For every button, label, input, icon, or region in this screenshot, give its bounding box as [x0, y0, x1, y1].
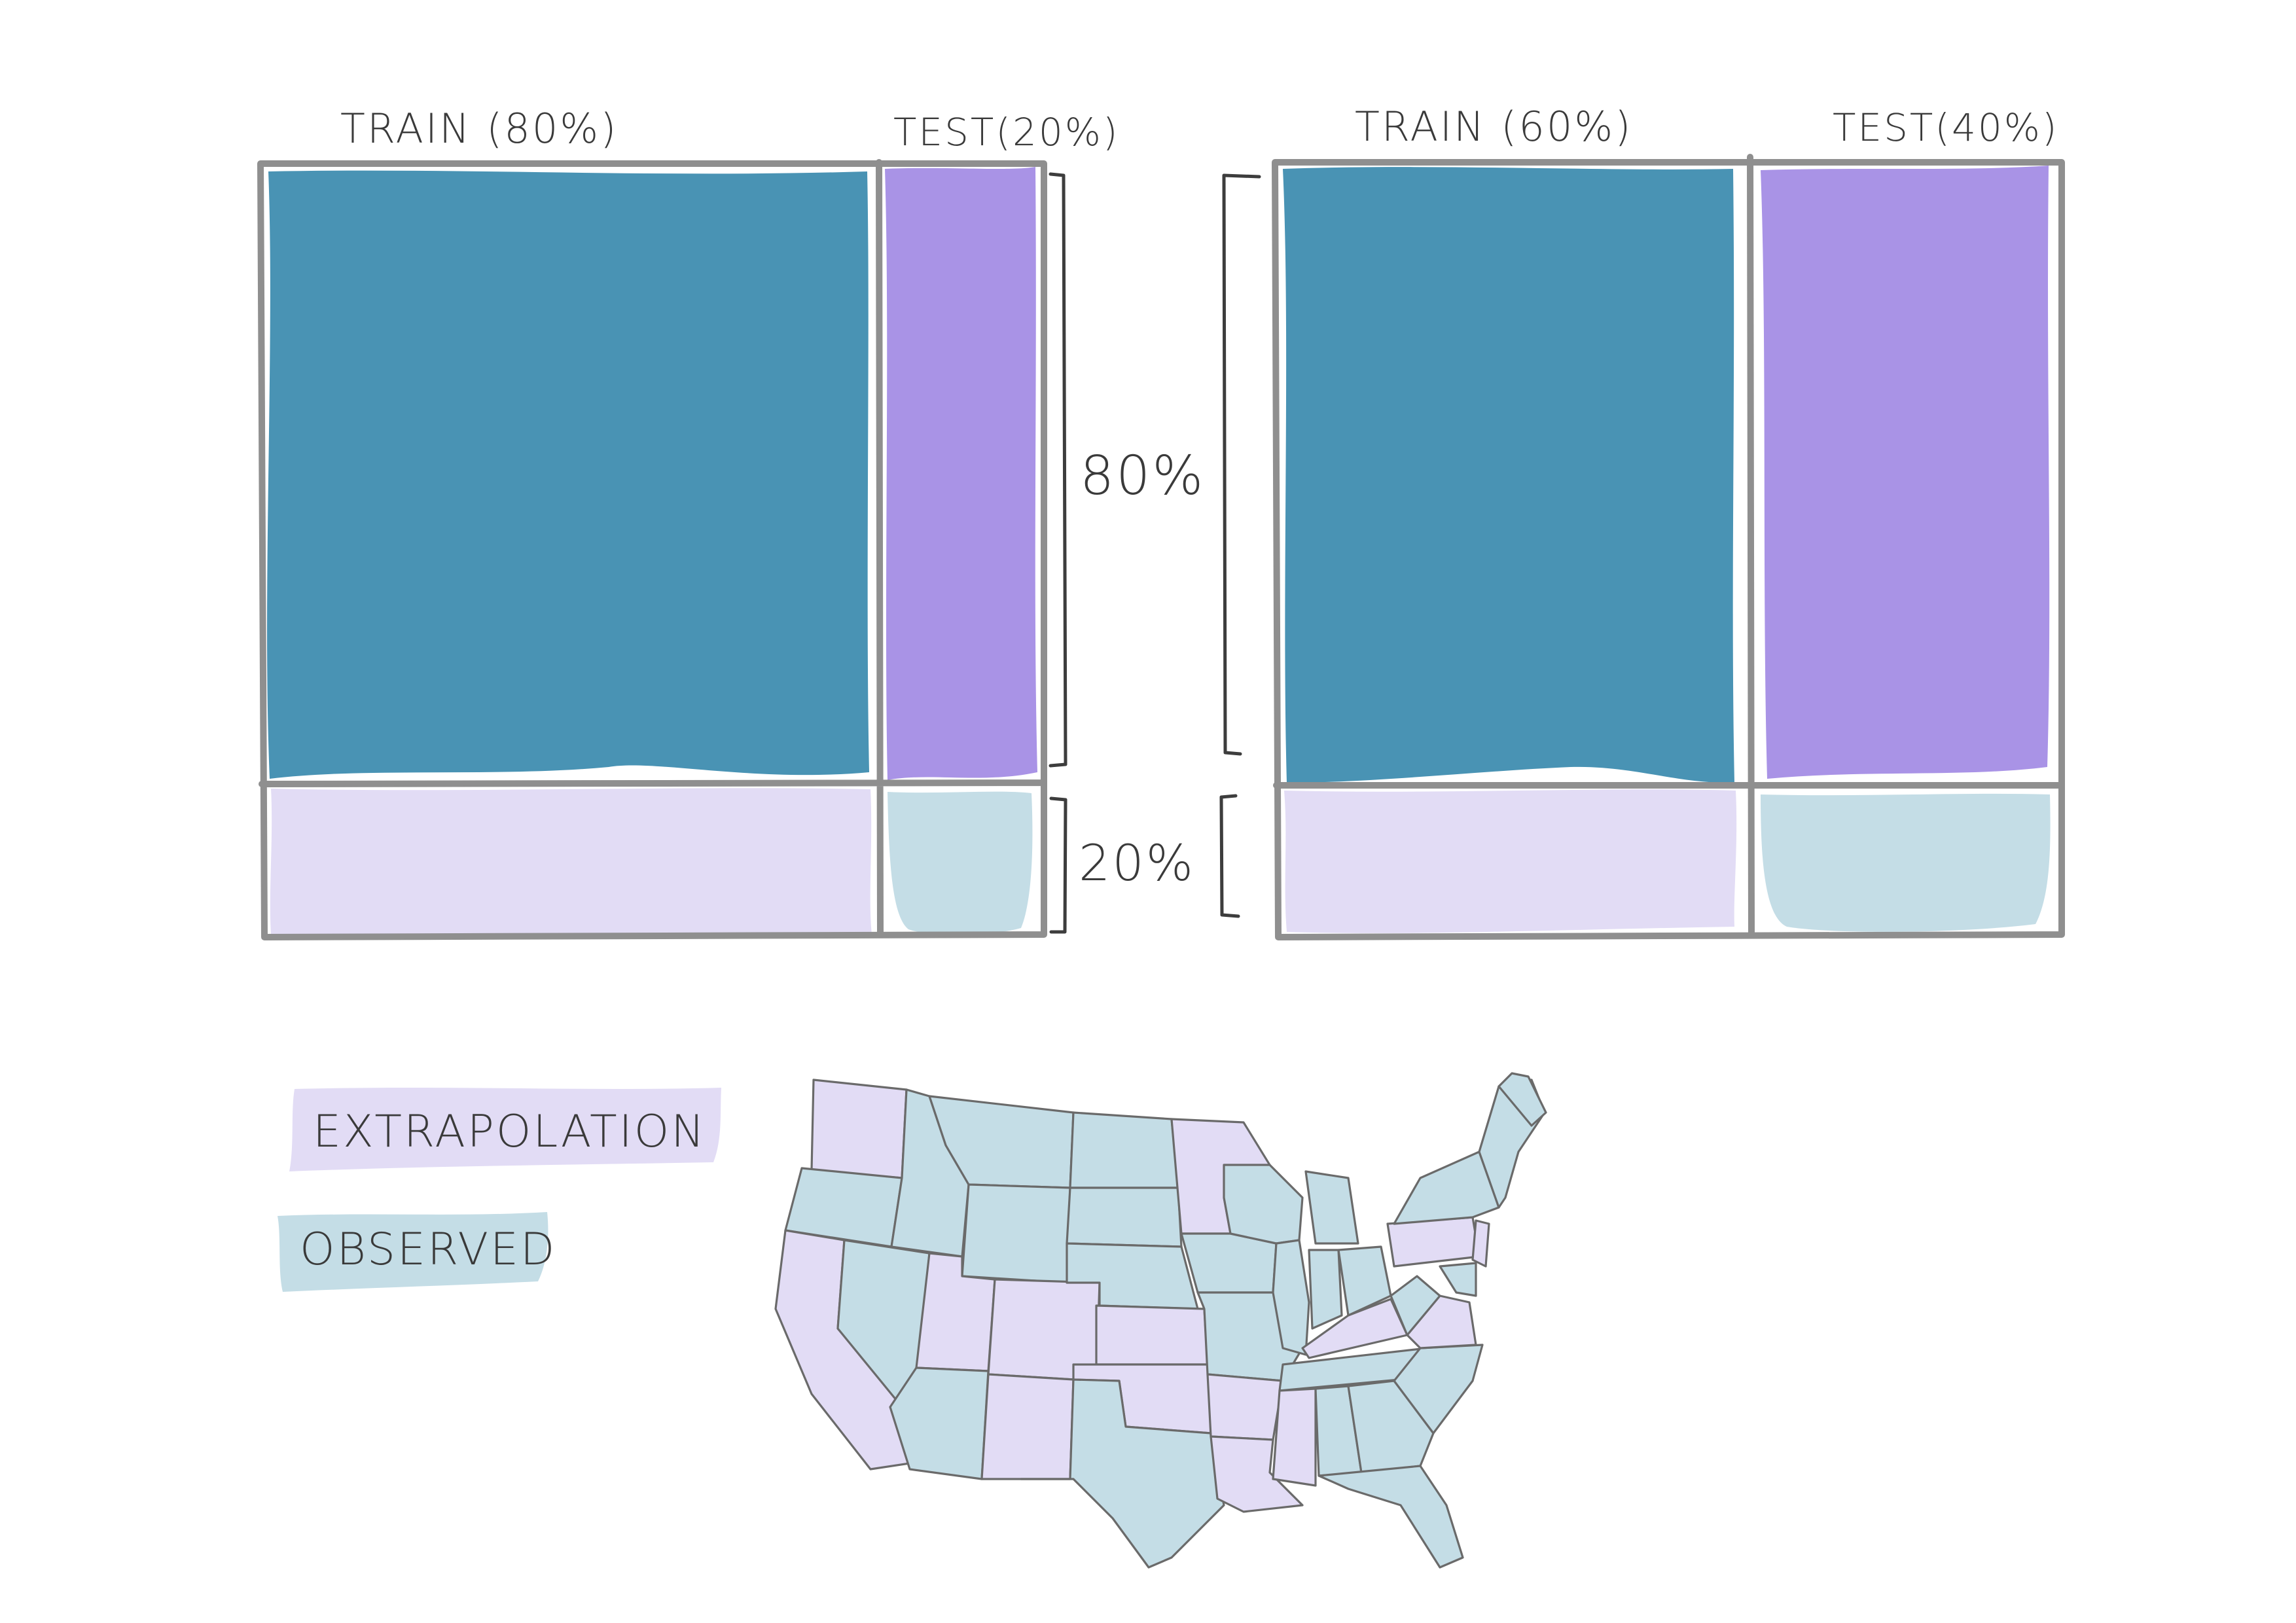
map-region-texas — [1020, 1378, 1225, 1569]
map-region-georgia — [1347, 1380, 1435, 1474]
right-split-panel: TRAIN (60%) TEST(40%) — [1219, 103, 2065, 940]
map-region-iowa — [1180, 1232, 1278, 1294]
left-test-label: TEST(20%) — [893, 110, 1120, 154]
map-region-carolinas — [1393, 1344, 1484, 1435]
map-region-west-virginia — [1390, 1275, 1441, 1336]
left-split-panel: TRAIN (80%) TEST(20%) 80% 20% — [257, 105, 1205, 940]
map-region-pennsylvania — [1386, 1216, 1480, 1268]
right-train-label: TRAIN (60%) — [1355, 103, 1632, 151]
right-bracket-20 — [1219, 794, 1240, 918]
legend-extrapolation-swatch — [289, 1088, 721, 1171]
legend-extrapolation-label: EXTRAPOLATION — [313, 1106, 706, 1158]
legend-observed-swatch — [278, 1212, 548, 1292]
map-region-arizona — [889, 1366, 990, 1480]
right-train-block — [1283, 167, 1734, 783]
map-region-maine — [1498, 1072, 1547, 1127]
left-bracket-80 — [1049, 172, 1067, 768]
map-region-maryland — [1439, 1262, 1477, 1297]
row-label-80: 80% — [1080, 445, 1205, 507]
legend-observed-label: OBSERVED — [300, 1224, 556, 1275]
left-test-block — [885, 167, 1037, 780]
map-region-kansas — [1095, 1304, 1209, 1366]
left-train-block — [267, 170, 870, 779]
us-map — [774, 1072, 1547, 1569]
map-region-wyoming — [961, 1183, 1071, 1284]
left-observed-block — [888, 791, 1033, 935]
right-test-label: TEST(40%) — [1833, 105, 2059, 150]
map-region-south-dakota — [1066, 1186, 1183, 1248]
map-region-florida — [1318, 1465, 1464, 1569]
right-grid-frame — [1272, 154, 2065, 940]
left-extrapolation-block — [270, 788, 872, 937]
right-test-block — [1761, 166, 2050, 779]
legend: EXTRAPOLATION OBSERVED — [278, 1088, 721, 1292]
map-region-michigan — [1304, 1170, 1359, 1245]
right-extrapolation-block — [1284, 789, 1737, 933]
map-region-arkansas — [1206, 1373, 1284, 1441]
map-region-new-mexico — [980, 1373, 1075, 1480]
right-observed-block — [1761, 793, 2051, 932]
map-region-mississippi — [1272, 1387, 1317, 1487]
map-region-new-jersey — [1471, 1219, 1490, 1268]
map-region-indiana — [1308, 1249, 1343, 1330]
left-bracket-20 — [1049, 796, 1067, 934]
map-region-north-dakota — [1069, 1111, 1179, 1189]
right-bracket-80 — [1222, 173, 1261, 756]
map-region-washington — [810, 1079, 908, 1179]
left-train-label: TRAIN (80%) — [340, 105, 618, 152]
map-region-wisconsin — [1223, 1164, 1304, 1245]
map-region-louisiana — [1210, 1435, 1304, 1513]
left-grid-frame — [257, 159, 1047, 940]
row-label-20: 20% — [1079, 834, 1195, 892]
